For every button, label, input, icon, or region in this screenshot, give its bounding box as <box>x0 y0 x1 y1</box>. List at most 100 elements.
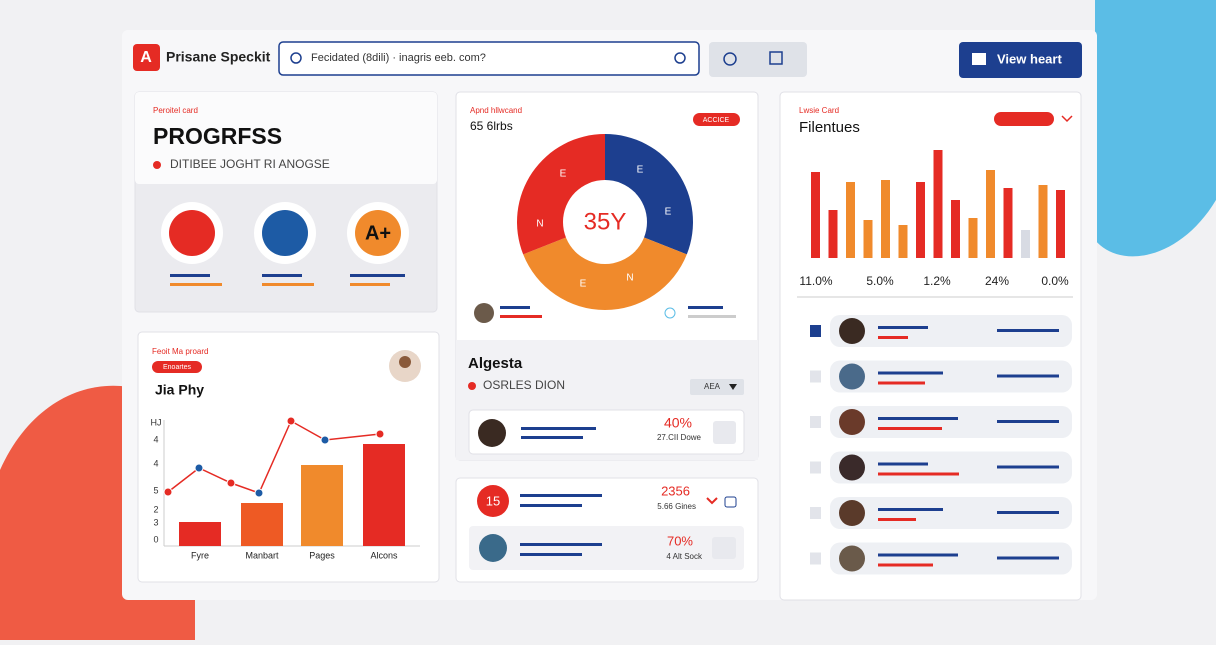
badge-circle <box>477 485 509 517</box>
caption: 5.66 Gines <box>657 502 696 511</box>
bar <box>951 200 960 258</box>
bar <box>898 225 908 258</box>
icon-buttons <box>709 42 807 77</box>
axis-label: 4 <box>153 434 158 444</box>
category-label: Pages <box>309 550 335 560</box>
bar-line <box>997 556 1059 560</box>
donut-center: 35Y <box>584 208 627 235</box>
avatar <box>839 454 865 481</box>
bar-line <box>878 563 933 567</box>
icon <box>262 210 308 256</box>
dot <box>153 161 161 169</box>
bar-label: 0.0% <box>1041 274 1069 288</box>
bar-line <box>878 381 925 385</box>
bar-line <box>878 462 928 466</box>
bar-line <box>878 553 958 557</box>
bar <box>881 180 890 258</box>
bar-line <box>878 518 916 521</box>
bar-line <box>878 427 942 430</box>
value: 70% <box>667 533 693 548</box>
bar-line <box>878 508 943 511</box>
dot <box>664 307 676 319</box>
bar-line <box>262 283 314 286</box>
line-point <box>286 416 296 426</box>
view-button[interactable] <box>959 42 1082 78</box>
checkbox <box>810 416 821 428</box>
icon[interactable] <box>724 496 737 508</box>
bar-line <box>997 465 1059 469</box>
search-box[interactable] <box>278 41 700 76</box>
bar-line <box>997 374 1059 378</box>
pill[interactable] <box>994 112 1054 126</box>
badge: A+ <box>365 222 391 244</box>
card-label: Lwsie Card <box>799 106 839 115</box>
bar-line <box>170 283 222 286</box>
avatar-face <box>399 356 411 368</box>
bar <box>241 503 283 546</box>
percent: 40% <box>664 415 692 431</box>
bar <box>363 444 405 546</box>
line-point <box>320 435 330 445</box>
bar-line <box>521 436 583 439</box>
bar <box>1038 185 1048 258</box>
checkbox <box>810 325 821 337</box>
list-row[interactable] <box>469 526 744 570</box>
pill <box>152 361 202 373</box>
logo-text: Prisane Speckit <box>166 49 271 65</box>
bar-line <box>520 504 582 507</box>
pill <box>693 113 740 126</box>
avatar <box>839 545 865 572</box>
button-icon <box>972 53 986 65</box>
card-head <box>135 92 437 184</box>
dot <box>468 382 476 390</box>
segment-letter: E <box>560 169 567 180</box>
bar <box>1003 188 1013 258</box>
axis-label: HJ <box>151 417 162 427</box>
chevron[interactable] <box>1061 115 1073 123</box>
donut-segment <box>605 134 693 255</box>
logo-glyph: A <box>140 49 152 66</box>
icon-button[interactable] <box>723 52 737 66</box>
category-label: Fyre <box>191 550 209 560</box>
icon <box>355 210 401 256</box>
bar-line <box>520 543 602 546</box>
list-row[interactable] <box>468 409 745 455</box>
bar <box>828 210 838 258</box>
card-title: Jia Phy <box>155 382 204 398</box>
caption: 27.CII Dowe <box>657 433 702 442</box>
card-label: Apnd hllwcand <box>470 106 522 115</box>
bar-line <box>688 306 723 309</box>
axis-label: 5 <box>153 485 158 495</box>
search-text: Fecidated (8dili) · inagris eeb. com? <box>311 52 486 64</box>
line-point <box>254 488 264 498</box>
bar-line <box>997 329 1059 332</box>
bar <box>1021 230 1030 258</box>
card-label: Peroitel card <box>153 106 198 115</box>
dropdown[interactable] <box>690 379 744 395</box>
card-title: PROGRFSS <box>153 123 282 149</box>
axis-label: 4 <box>153 458 158 468</box>
bar-line <box>878 371 943 375</box>
bar <box>933 150 943 258</box>
bar <box>863 220 873 258</box>
avatar <box>839 363 865 390</box>
pin-button[interactable] <box>712 537 736 559</box>
card-subtitle: DITIBEE JOGHT RI ANOGSE <box>170 157 330 171</box>
search-icon <box>290 52 302 64</box>
bar-line <box>170 274 210 277</box>
badge: 15 <box>486 493 500 508</box>
bar-line <box>997 420 1059 423</box>
checkbox <box>810 507 821 519</box>
share-button[interactable] <box>713 421 736 444</box>
icon-button[interactable] <box>769 51 783 65</box>
logo-icon <box>133 44 160 71</box>
chevron[interactable] <box>706 497 718 505</box>
bar-line <box>500 306 530 309</box>
search-button[interactable] <box>674 52 686 64</box>
progress-icons <box>161 202 409 286</box>
segment-letter: E <box>637 165 644 176</box>
blob-blue <box>1070 0 1216 257</box>
segment-letter: N <box>626 273 633 284</box>
name: Algesta <box>468 355 523 372</box>
